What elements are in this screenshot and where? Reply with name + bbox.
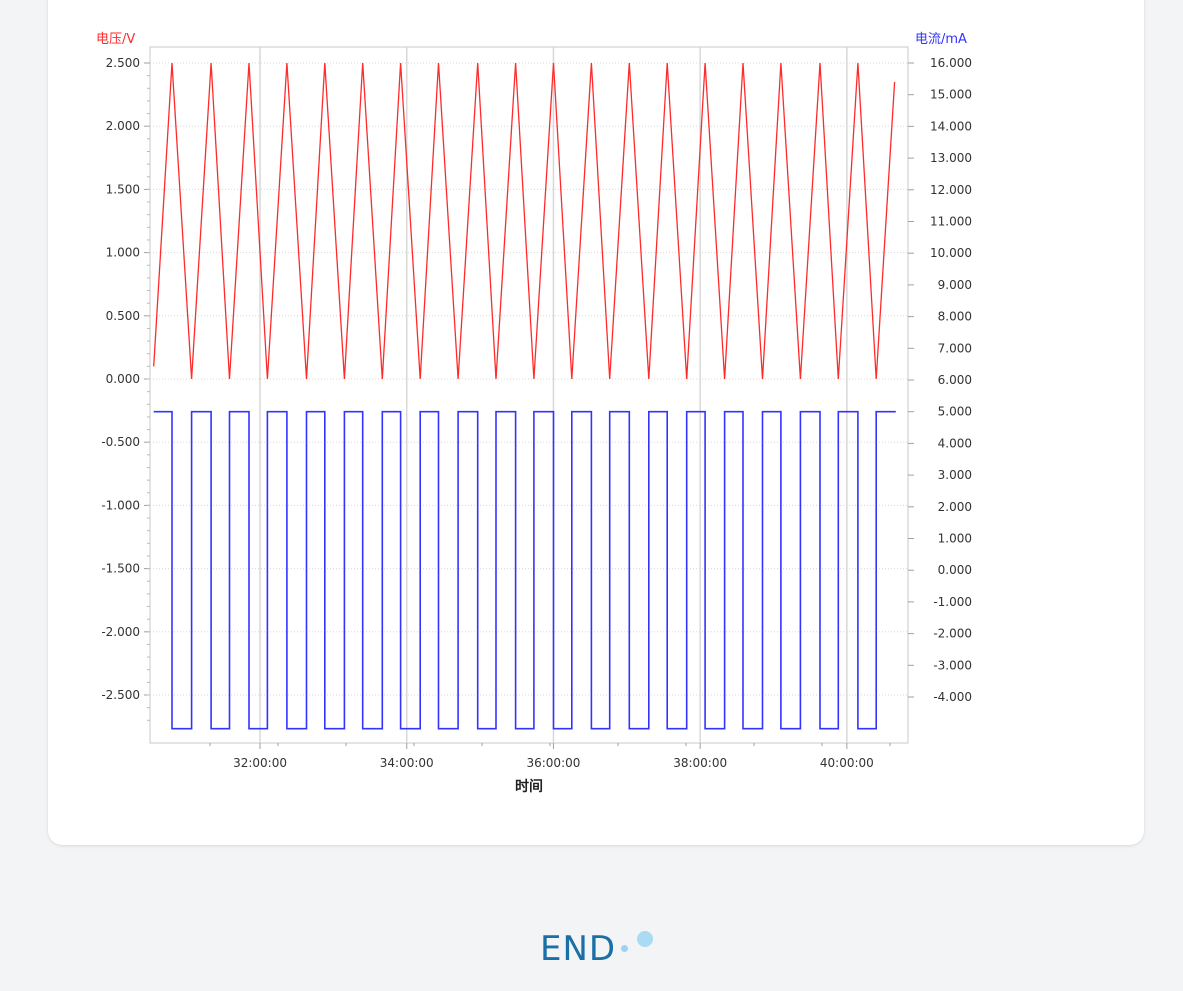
x-tick-label: 38:00:00 (673, 756, 727, 770)
x-tick-label: 40:00:00 (820, 756, 874, 770)
y-right-tick-label: 12.000 (930, 183, 972, 197)
y-right-tick-label: 10.000 (930, 246, 972, 260)
y-right-tick-label: -4.000 (933, 690, 972, 704)
y-left-tick-label: 1.000 (106, 246, 140, 260)
y-right-tick-label: 4.000 (938, 436, 972, 450)
end-label: END (540, 929, 617, 969)
y-left-tick-label: -2.000 (101, 625, 140, 639)
y-left-tick-label: -1.000 (101, 498, 140, 512)
y-right-tick-label: 16.000 (930, 56, 972, 70)
y-right-axis-label: 电流/mA (915, 32, 967, 47)
plot-area (149, 46, 909, 744)
y-left-axis-label: 电压/V (96, 32, 135, 47)
y-left-tick-label: -2.500 (101, 688, 140, 702)
y-left-tick-label: 2.500 (106, 56, 140, 70)
y-right-tick-label: 5.000 (938, 405, 972, 419)
y-right-tick-label: -3.000 (933, 658, 972, 672)
small-dot-icon (621, 945, 628, 952)
x-tick-label: 36:00:00 (526, 756, 580, 770)
y-right-tick-label: -1.000 (933, 595, 972, 609)
y-right-tick-label: 0.000 (938, 563, 972, 577)
y-right-tick-label: 3.000 (938, 468, 972, 482)
y-right-tick-label: 11.000 (930, 215, 972, 229)
y-right-tick-label: 6.000 (938, 373, 972, 387)
y-left-tick-label: 0.500 (106, 309, 140, 323)
y-right-tick-label: 8.000 (938, 310, 972, 324)
y-left-tick-label: -0.500 (101, 435, 140, 449)
y-right-tick-label: 9.000 (938, 278, 972, 292)
large-dot-icon (637, 931, 653, 947)
y-left-tick-label: 2.000 (106, 119, 140, 133)
x-tick-label: 34:00:00 (380, 756, 434, 770)
y-right-tick-label: 2.000 (938, 500, 972, 514)
y-right-tick-label: -2.000 (933, 627, 972, 641)
y-right-tick-label: 13.000 (930, 151, 972, 165)
y-left-tick-label: -1.500 (101, 562, 140, 576)
x-axis-label: 时间 (515, 778, 543, 795)
x-tick-label: 32:00:00 (233, 756, 287, 770)
y-right-tick-label: 14.000 (930, 119, 972, 133)
y-left-tick-label: 0.000 (106, 372, 140, 386)
current-series-line (153, 410, 896, 730)
y-right-tick-label: 15.000 (930, 88, 972, 102)
y-right-tick-label: 7.000 (938, 341, 972, 355)
y-left-tick-label: 1.500 (106, 182, 140, 196)
y-right-tick-label: 1.000 (938, 532, 972, 546)
voltage-series-line (153, 62, 896, 380)
